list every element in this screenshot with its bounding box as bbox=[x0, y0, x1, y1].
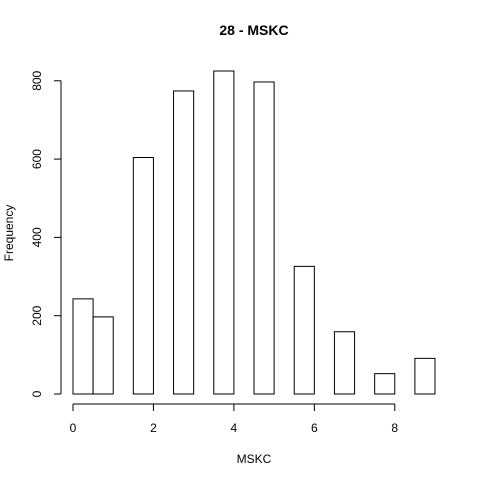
y-tick-label: 0 bbox=[30, 390, 44, 397]
x-tick-label: 2 bbox=[150, 421, 157, 435]
y-tick-label: 800 bbox=[30, 70, 44, 90]
y-tick-label: 400 bbox=[30, 227, 44, 247]
y-axis: 0 200 400 600 800 bbox=[30, 70, 62, 397]
x-tick-label: 6 bbox=[311, 421, 318, 435]
histogram-bar bbox=[253, 81, 275, 395]
x-tick-label: 4 bbox=[231, 421, 238, 435]
histogram-bar bbox=[414, 357, 436, 395]
histogram-bar bbox=[92, 316, 114, 395]
histogram-bar bbox=[213, 70, 235, 395]
bars-group bbox=[72, 70, 436, 395]
x-tick-label: 8 bbox=[391, 421, 398, 435]
histogram-bar bbox=[333, 331, 356, 395]
x-tick-label: 0 bbox=[70, 421, 77, 435]
histogram-bar bbox=[293, 265, 315, 395]
x-axis-label: MSKC bbox=[237, 452, 272, 466]
y-tick-label: 200 bbox=[30, 305, 44, 325]
x-axis: 0 2 4 6 8 bbox=[70, 403, 398, 435]
chart-title: 28 - MSKC bbox=[219, 22, 288, 38]
histogram-bar bbox=[374, 373, 396, 395]
histogram-bar bbox=[72, 298, 94, 395]
histogram-bar bbox=[132, 157, 154, 395]
histogram-bar bbox=[173, 90, 195, 395]
y-tick-label: 600 bbox=[30, 149, 44, 169]
y-axis-label: Frequency bbox=[2, 205, 16, 262]
